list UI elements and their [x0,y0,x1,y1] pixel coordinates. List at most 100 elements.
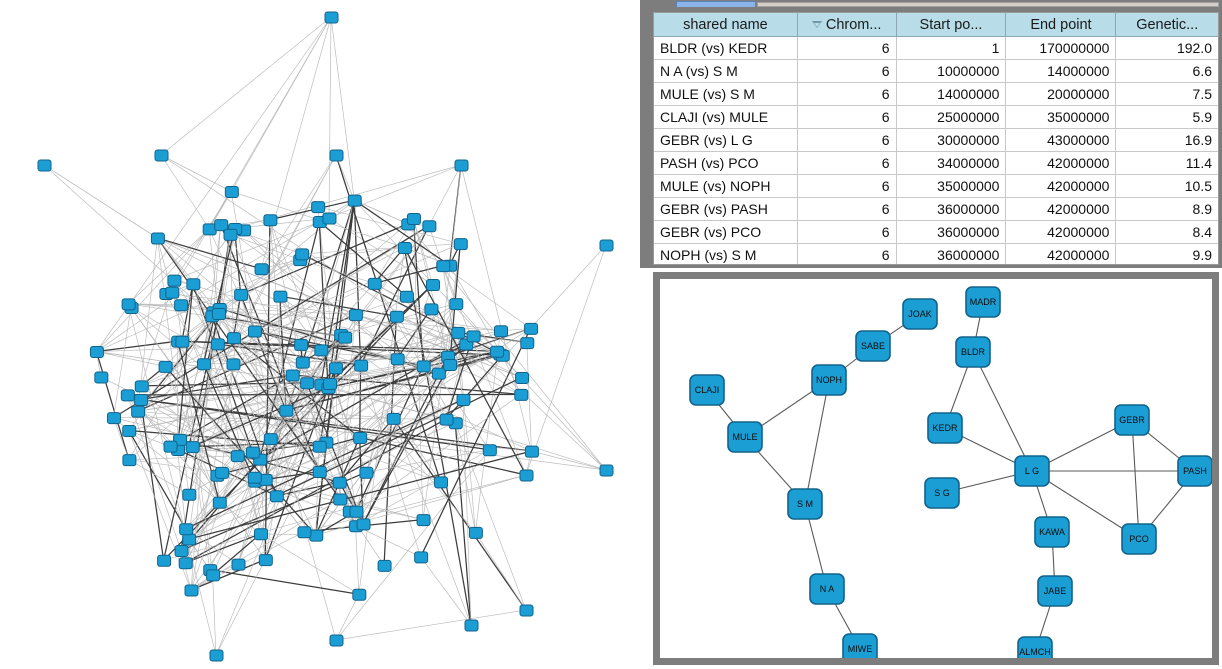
cell-chromosome[interactable]: 6 [797,106,897,129]
network-node[interactable] [215,466,230,479]
network-node[interactable] [230,450,245,463]
column-header-start-point[interactable]: Start po... [896,13,1007,37]
network-node[interactable] [494,325,509,338]
column-header-genetic[interactable]: Genetic... [1116,13,1218,37]
network-node[interactable] [309,529,324,542]
graph-node-mule[interactable]: MULE [727,421,763,453]
cell-start-point[interactable]: 34000000 [896,152,1007,175]
cell-start-point[interactable]: 1 [896,37,1007,60]
cell-genetic[interactable]: 5.9 [1116,106,1218,129]
subnetwork-edge[interactable] [1131,419,1140,540]
graph-node-joak[interactable]: JOAK [902,298,938,330]
network-node[interactable] [356,518,371,531]
cell-start-point[interactable]: 36000000 [896,244,1007,264]
network-node[interactable] [174,299,189,312]
network-node[interactable] [390,353,405,366]
graph-node-madr[interactable]: MADR [965,286,1001,318]
graph-node-gebr[interactable]: GEBR [1114,404,1150,436]
network-node[interactable] [134,380,149,393]
network-node[interactable] [163,440,178,453]
table-row[interactable]: BLDR (vs) KEDR 6 1 170000000 192.0 [654,37,1218,60]
network-node[interactable] [234,288,249,301]
cell-shared-name[interactable]: GEBR (vs) PASH [654,198,798,221]
table-row[interactable]: PASH (vs) PCO 6 34000000 42000000 11.4 [654,152,1218,175]
network-node[interactable] [182,488,197,501]
network-node[interactable] [451,326,466,339]
network-node[interactable] [599,464,614,477]
network-node[interactable] [178,557,193,570]
graph-node-n-a[interactable]: N A [809,573,845,605]
network-node[interactable] [226,332,241,345]
network-node[interactable] [106,412,121,425]
network-node[interactable] [416,514,431,527]
cell-end-point[interactable]: 170000000 [1006,37,1117,60]
network-node[interactable] [466,330,481,343]
network-node[interactable] [121,298,136,311]
network-node[interactable] [324,11,339,24]
graph-node-bldr[interactable]: BLDR [955,336,991,368]
edge-table[interactable]: shared name Chrom... Start po... End point G… [654,13,1218,264]
cell-start-point[interactable]: 30000000 [896,129,1007,152]
network-node[interactable] [599,239,614,252]
graph-node-jabe[interactable]: JABE [1037,575,1073,607]
network-node[interactable] [247,325,262,338]
network-node[interactable] [273,290,288,303]
network-node[interactable] [439,413,454,426]
cell-shared-name[interactable]: MULE (vs) S M [654,83,798,106]
network-node[interactable] [322,212,337,225]
cell-genetic[interactable]: 8.9 [1116,198,1218,221]
network-node[interactable] [354,359,369,372]
network-node[interactable] [436,260,451,273]
network-node[interactable] [165,286,180,299]
network-node[interactable] [515,371,530,384]
cell-chromosome[interactable]: 6 [797,37,897,60]
cell-start-point[interactable]: 35000000 [896,175,1007,198]
graph-node-s-g[interactable]: S G [924,477,960,509]
cell-shared-name[interactable]: GEBR (vs) L G [654,129,798,152]
cell-shared-name[interactable]: GEBR (vs) PCO [654,221,798,244]
network-node[interactable] [254,263,269,276]
cell-start-point[interactable]: 36000000 [896,198,1007,221]
network-node[interactable] [323,378,338,391]
network-node[interactable] [89,345,104,358]
network-node[interactable] [134,393,149,406]
network-node[interactable] [294,338,309,351]
network-node[interactable] [434,476,449,489]
table-row[interactable]: MULE (vs) S M 6 14000000 20000000 7.5 [654,83,1218,106]
network-node[interactable] [328,362,343,375]
network-node[interactable] [311,201,326,214]
network-node[interactable] [524,445,539,458]
network-node[interactable] [482,444,497,457]
network-node[interactable] [120,389,135,402]
network-node[interactable] [154,149,169,162]
network-node[interactable] [389,310,404,323]
column-header-chromosome[interactable]: Chrom... [797,13,897,37]
network-node[interactable] [312,466,327,479]
network-node[interactable] [214,219,229,232]
network-node[interactable] [212,496,227,509]
network-node[interactable] [425,279,440,292]
table-row[interactable]: GEBR (vs) PCO 6 36000000 42000000 8.4 [654,221,1218,244]
cell-shared-name[interactable]: N A (vs) S M [654,60,798,83]
network-node[interactable] [514,388,529,401]
network-node[interactable] [416,360,431,373]
cell-chromosome[interactable]: 6 [797,83,897,106]
network-node[interactable] [314,344,329,357]
network-node[interactable] [347,194,362,207]
network-node[interactable] [167,274,182,287]
graph-node-s-m[interactable]: S M [787,488,823,520]
network-node[interactable] [185,441,200,454]
subnetwork-edge[interactable] [972,351,1033,472]
graph-node-claji[interactable]: CLAJI [689,374,725,406]
network-node[interactable] [414,551,429,564]
cell-genetic[interactable]: 192.0 [1116,37,1218,60]
network-node[interactable] [332,476,347,489]
graph-node-pash[interactable]: PASH [1177,455,1212,487]
network-node[interactable] [300,377,315,390]
cell-chromosome[interactable]: 6 [797,221,897,244]
network-node[interactable] [206,569,221,582]
network-node[interactable] [406,212,421,225]
network-node[interactable] [211,307,226,320]
cell-genetic[interactable]: 11.4 [1116,152,1218,175]
cell-end-point[interactable]: 42000000 [1006,175,1117,198]
